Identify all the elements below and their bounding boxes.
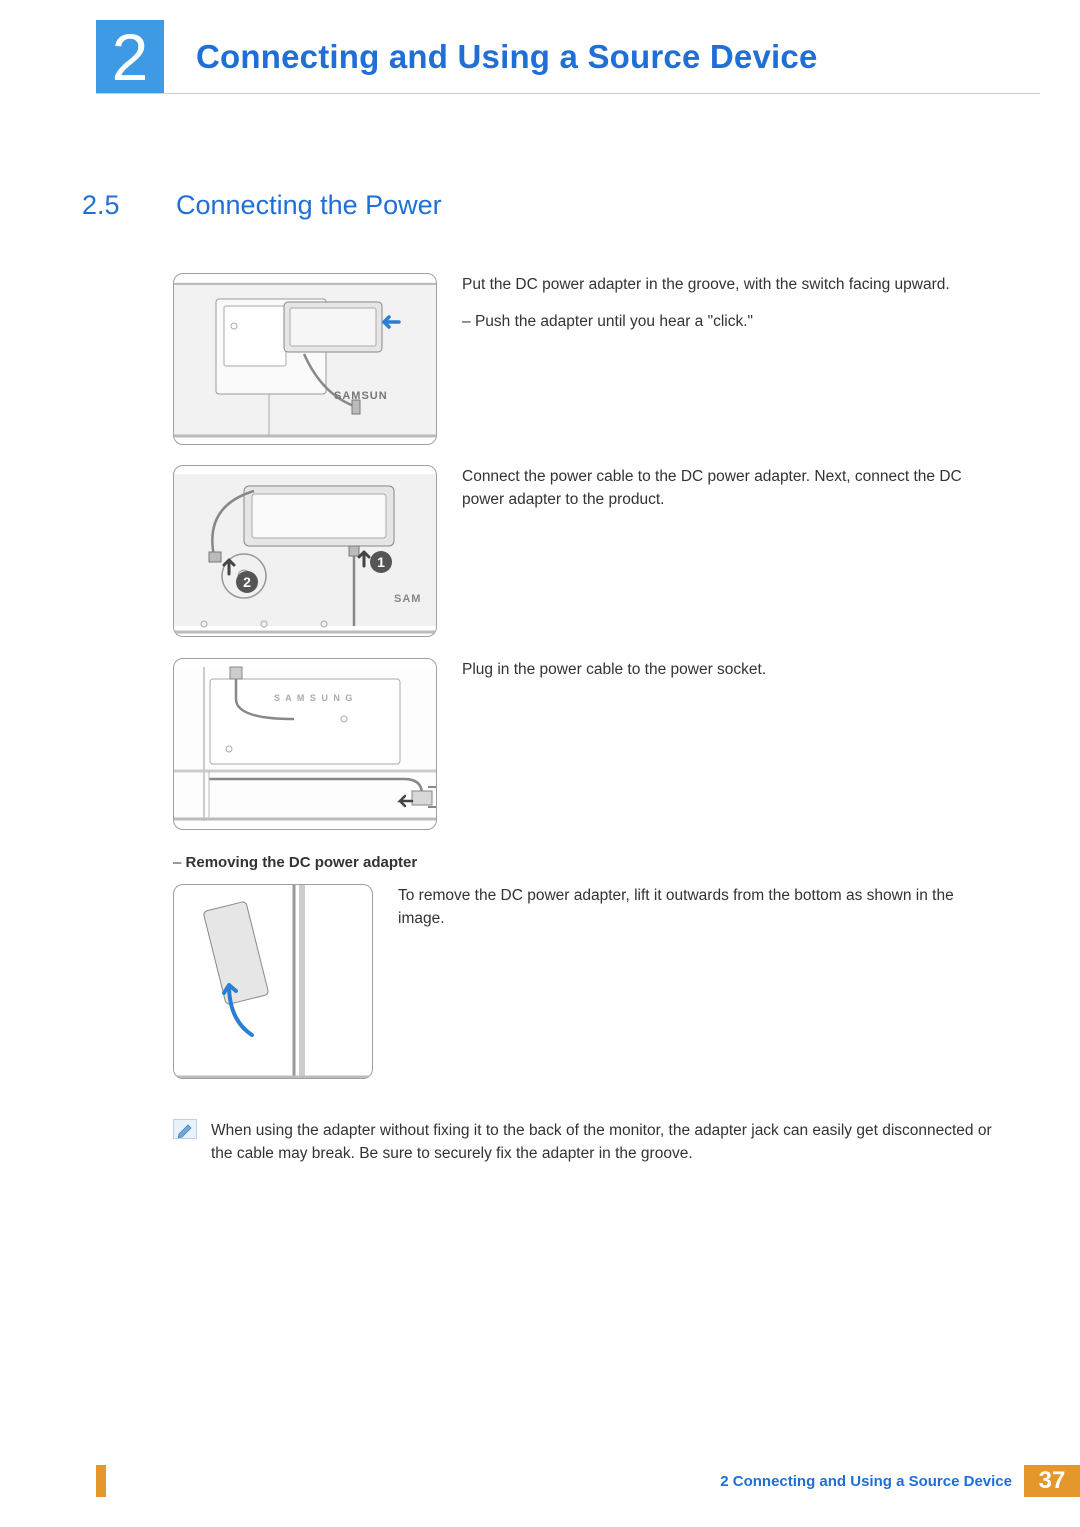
footer-chapter-prefix: 2 xyxy=(720,1473,733,1490)
footer-page-number-box: 37 xyxy=(1024,1465,1080,1497)
figure-connect-cable: SAM 1 2 xyxy=(173,465,437,637)
chapter-number: 2 xyxy=(112,19,149,95)
step-2-main: Connect the power cable to the DC power … xyxy=(462,465,1000,512)
step-row-3: S A M S U N G Plug in the power cable to… xyxy=(173,658,1000,830)
footer-chapter-title: Connecting and Using a Source Device xyxy=(733,1473,1012,1490)
svg-text:SAM: SAM xyxy=(394,593,421,605)
figure-badge-2: 2 xyxy=(236,571,258,593)
figure-adapter-groove: SAMSUN xyxy=(173,273,437,445)
note-row: When using the adapter without fixing it… xyxy=(173,1119,1000,1166)
removal-main: To remove the DC power adapter, lift it … xyxy=(398,884,1000,931)
header-divider xyxy=(96,93,1040,94)
svg-text:S A M S U N G: S A M S U N G xyxy=(274,693,354,703)
step-row-1: SAMSUN Put the DC power adapter in the g… xyxy=(173,273,1000,445)
chapter-title: Connecting and Using a Source Device xyxy=(196,38,818,76)
footer-page-number: 37 xyxy=(1039,1467,1066,1495)
section-title: Connecting the Power xyxy=(176,190,442,221)
step-3-main: Plug in the power cable to the power soc… xyxy=(462,658,1000,681)
figure-remove-adapter xyxy=(173,884,373,1079)
note-text: When using the adapter without fixing it… xyxy=(211,1119,1000,1166)
step-1-main: Put the DC power adapter in the groove, … xyxy=(462,273,1000,296)
removal-text: To remove the DC power adapter, lift it … xyxy=(398,884,1000,931)
step-text-3: Plug in the power cable to the power soc… xyxy=(462,658,1000,681)
note-pencil-icon xyxy=(173,1119,197,1139)
step-text-2: Connect the power cable to the DC power … xyxy=(462,465,1000,512)
manual-page: 2 Connecting and Using a Source Device 2… xyxy=(0,0,1080,1527)
step-1-sub: Push the adapter until you hear a "click… xyxy=(474,310,1000,333)
removal-heading: – Removing the DC power adapter xyxy=(173,854,417,871)
svg-text:SAMSUN: SAMSUN xyxy=(334,390,388,402)
footer-bar: 2 Connecting and Using a Source Device 3… xyxy=(96,1465,1080,1497)
removal-heading-label: Removing the DC power adapter xyxy=(186,854,418,871)
step-text-1: Put the DC power adapter in the groove, … xyxy=(462,273,1000,334)
removal-heading-dash: – xyxy=(173,854,186,871)
step-row-2: SAM 1 2 Connect the power cable to the D… xyxy=(173,465,1000,637)
step-row-removal: To remove the DC power adapter, lift it … xyxy=(173,884,1000,1079)
figure-badge-1: 1 xyxy=(370,551,392,573)
figure-plug-socket: S A M S U N G xyxy=(173,658,437,830)
chapter-number-box: 2 xyxy=(96,20,164,94)
footer-chapter-label: 2 Connecting and Using a Source Device xyxy=(720,1473,1012,1490)
section-number: 2.5 xyxy=(82,190,120,221)
